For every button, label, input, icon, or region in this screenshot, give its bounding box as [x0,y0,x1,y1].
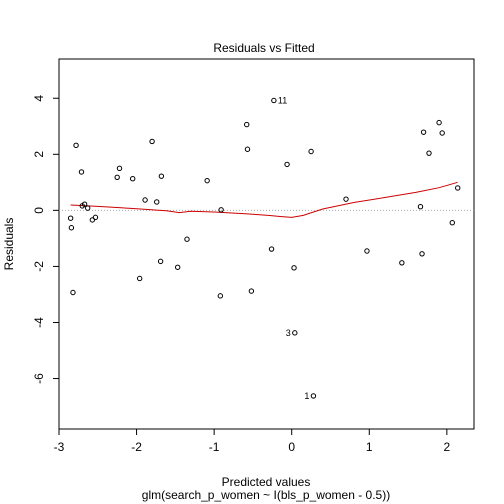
x-tick-label: 2 [444,440,451,454]
x-tick-label: -3 [54,440,65,454]
x-tick-label: -2 [131,440,142,454]
y-tick-label: 4 [32,95,46,102]
data-point [449,219,455,226]
data-point [81,201,88,207]
data-point [436,119,442,126]
outlier-label: 11 [278,95,287,105]
outlier-label: 3 [286,328,291,338]
data-point [157,258,164,265]
data-point [217,293,224,299]
data-point [291,265,297,271]
data-point [184,236,190,242]
data-point [417,204,424,210]
x-tick-label: 1 [366,440,373,454]
x-axis-label: Predicted values [222,475,311,489]
data-point [78,169,85,175]
data-point [218,207,224,213]
outlier-label: 1 [304,391,309,401]
data-point [439,130,445,136]
data-point [136,275,143,282]
data-point [174,264,181,270]
data-point [292,330,298,336]
x-axis-sublabel: glm(search_p_women ~ I(bls_p_women - 0.5… [142,488,390,502]
data-point [310,393,317,399]
data-point [308,148,314,155]
data-point [426,150,432,156]
data-point [268,246,275,252]
data-point [114,174,120,180]
data-points: 11 3 1 [67,95,461,401]
data-point [158,173,165,179]
data-point [85,205,91,211]
y-tick-label: -6 [32,373,46,384]
data-point [149,138,155,145]
data-point [116,165,123,172]
data-point [284,161,290,168]
data-point [244,121,250,128]
smoother-line [70,181,458,218]
y-axis: -6 -4 -2 0 2 4 [32,95,59,384]
data-point [420,129,427,135]
plot-frame [58,58,475,430]
y-axis-label: Residuals [2,218,16,271]
data-point [67,215,74,221]
x-axis: -3 -2 -1 0 1 2 [54,429,451,454]
chart-title: Residuals vs Fitted [213,41,314,55]
data-point [92,214,99,221]
data-point [68,225,75,231]
data-point [419,251,425,257]
data-point [73,142,79,149]
y-tick-label: 2 [32,151,46,158]
data-point [343,196,349,202]
x-tick-label: -1 [209,440,220,454]
data-point [455,185,461,191]
y-tick-label: -4 [32,317,46,328]
data-point [364,248,370,254]
data-point [129,175,136,182]
data-point [271,97,277,104]
data-point [399,260,405,266]
data-point [142,197,148,203]
y-tick-label: -2 [32,261,46,272]
data-point [70,289,76,296]
data-point [244,146,251,152]
y-tick-label: 0 [32,207,46,214]
data-point [248,288,255,294]
x-tick-label: 0 [288,440,295,454]
data-point [154,199,160,205]
data-point [204,177,210,184]
